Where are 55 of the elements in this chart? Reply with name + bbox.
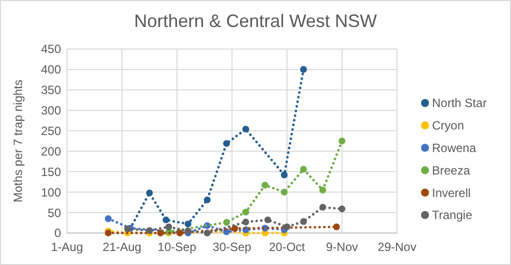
point [223,218,230,226]
y-tick-label: 100 [40,185,62,200]
point [157,230,164,236]
y-tick-label: 250 [40,124,62,138]
legend-label: Inverell [432,186,471,200]
y-tick-label: 350 [40,83,62,98]
y-tick-label: 300 [40,104,62,118]
point [242,218,250,226]
point [146,190,153,196]
x-tick-label: 20-Oct [268,240,306,254]
point [280,172,288,178]
point [242,208,250,216]
point [333,223,340,230]
y-tick-label: 400 [40,62,62,77]
point [162,216,170,224]
x-tick-label: 9-Nov [326,240,358,254]
x-tick-label: 21-Aug [102,240,142,254]
point [300,218,307,225]
point [262,182,268,189]
x-tick-label: 10-Sep [158,240,197,254]
legend-label: North Star [432,96,487,110]
point [280,188,288,196]
point [264,216,272,224]
point [184,220,192,228]
point [204,196,211,204]
x-tick-label: 29-Nov [378,240,416,254]
point [176,230,184,236]
point [104,215,112,222]
legend-label: Breeza [432,163,470,178]
point [338,205,346,212]
point [165,223,172,230]
point [242,126,250,133]
legend-label: Rowena [432,141,476,155]
y-tick-label: 200 [40,144,62,158]
legend-label: Trangie [432,208,473,222]
point [284,223,290,230]
point [124,226,131,232]
legend-label: Cryon [432,118,464,133]
point [300,66,307,73]
x-tick-label: 30-Sep [212,240,252,254]
point [319,204,326,211]
point [223,140,230,147]
y-tick-label: 150 [40,164,62,179]
y-tick-label: 0 [54,226,62,240]
x-tick-label: 1-Aug [50,240,84,254]
y-tick-label: 50 [48,206,62,220]
point [319,186,326,194]
point [204,230,211,236]
point [338,138,346,144]
chart-title: Northern & Central West NSW [134,11,377,31]
y-tick-label: 450 [40,42,62,56]
y-axis-title: Moths per 7 trap nights [11,80,25,202]
point [231,225,238,232]
point [300,166,307,173]
point [146,227,153,234]
